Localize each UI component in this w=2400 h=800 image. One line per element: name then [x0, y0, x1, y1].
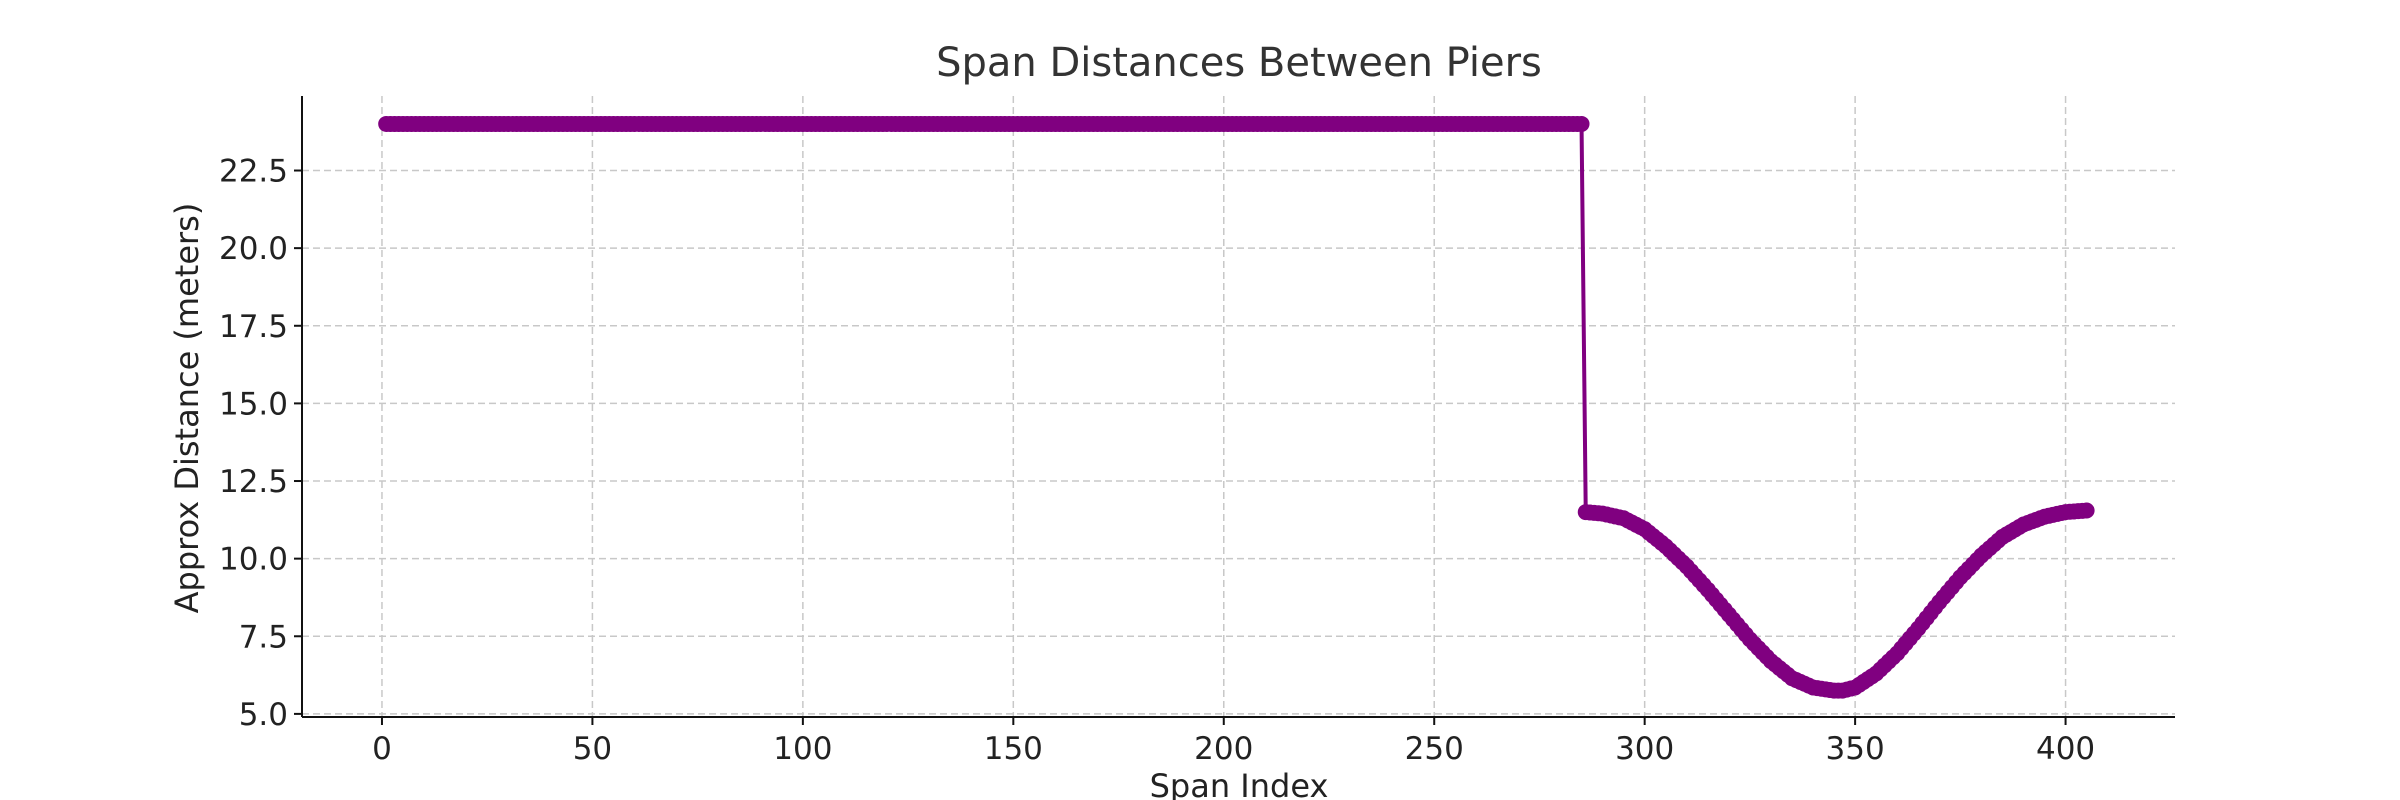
series-line — [386, 121, 2087, 693]
grid — [302, 96, 2175, 717]
data-point — [2078, 502, 2095, 519]
x-tick-label: 50 — [573, 731, 612, 767]
y-tick-label: 10.0 — [219, 542, 288, 578]
axes: 0 50 100 150 200 250 300 350 400 5.0 7.5 10.0 12.5 15… — [219, 96, 2175, 767]
x-tick-label: 150 — [984, 731, 1043, 767]
y-tick-label: 7.5 — [239, 619, 288, 655]
data-series — [378, 115, 2095, 699]
x-tick-label: 0 — [372, 731, 392, 767]
y-tick-label: 15.0 — [219, 386, 288, 422]
x-tick-label: 350 — [1826, 731, 1885, 767]
y-tick-label: 20.0 — [219, 231, 288, 267]
x-tick-label: 200 — [1194, 731, 1253, 767]
x-tick-label: 100 — [773, 731, 832, 767]
y-tick-label: 22.5 — [219, 154, 288, 190]
x-axis-label: Span Index — [1150, 767, 1329, 800]
y-axis-label: Approx Distance (meters) — [168, 203, 206, 614]
y-tick-label: 17.5 — [219, 309, 288, 345]
x-tick-label: 250 — [1405, 731, 1464, 767]
x-tick-label: 400 — [2036, 731, 2095, 767]
x-tick-label: 300 — [1615, 731, 1674, 767]
y-tick-label: 5.0 — [239, 697, 288, 733]
y-tick-label: 12.5 — [219, 464, 288, 500]
data-point — [1573, 115, 1590, 132]
chart-title: Span Distances Between Piers — [936, 40, 1542, 86]
